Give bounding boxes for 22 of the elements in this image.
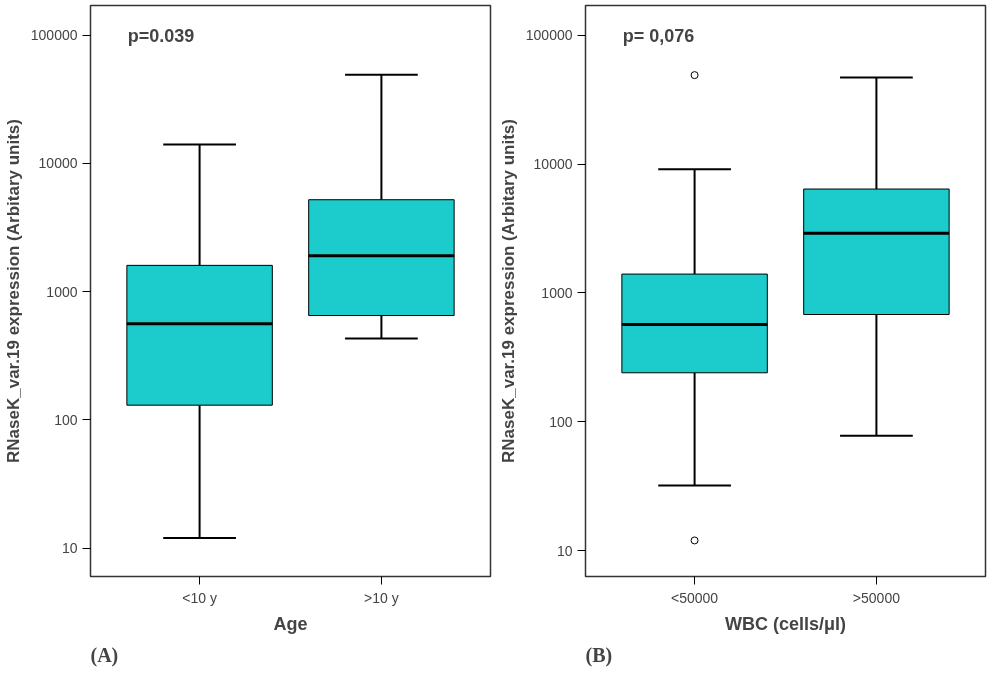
- y-axis-title: RNaseK_var.19 expression (Arbitary units): [498, 119, 518, 463]
- text: (A): [90, 643, 119, 667]
- annotation: p=0.039: [127, 25, 195, 46]
- x-tick-label: >10 y: [364, 589, 399, 606]
- x-tick-label: >50000: [852, 589, 901, 606]
- y-tick-label: 10: [61, 540, 78, 557]
- y-tick-label: 100: [549, 413, 573, 430]
- y-tick-label: 1000: [541, 284, 573, 301]
- y-tick-label: 100000: [30, 27, 78, 44]
- y-tick-label: 1000: [46, 283, 78, 300]
- x-tick-label: <10 y: [182, 589, 217, 606]
- y-axis-title: RNaseK_var.19 expression (Arbitary units): [3, 119, 23, 463]
- text: (B): [585, 643, 613, 667]
- y-tick-label: 100: [54, 411, 78, 428]
- x-axis-title: WBC (cells/μl): [724, 613, 847, 634]
- x-axis-title: Age: [273, 613, 308, 634]
- y-tick-label: 100000: [525, 27, 573, 44]
- annotation: p= 0,076: [622, 25, 695, 46]
- y-tick-label: 10000: [38, 155, 78, 172]
- y-tick-label: 10000: [533, 156, 573, 173]
- y-tick-label: 10: [556, 542, 573, 559]
- x-tick-label: <50000: [671, 589, 719, 606]
